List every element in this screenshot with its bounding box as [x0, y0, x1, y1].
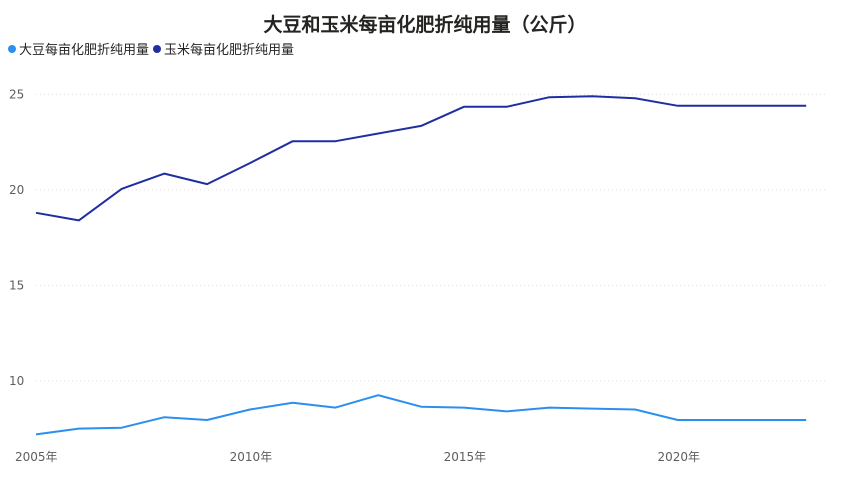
legend-label-corn: 玉米每亩化肥折纯用量 [164, 43, 295, 58]
x-tick-label: 2010年 [230, 450, 273, 464]
x-tick-label: 2015年 [444, 450, 487, 464]
series-line-soybean [35, 394, 807, 436]
y-tick-label: 10 [9, 374, 24, 388]
legend-label-soybean: 大豆每亩化肥折纯用量 [19, 43, 150, 58]
y-tick-label: 15 [9, 278, 24, 292]
x-tick-label: 2020年 [658, 450, 701, 464]
y-tick-label: 20 [9, 183, 24, 197]
x-tick-label: 2005年 [15, 450, 58, 464]
legend-marker-corn [153, 44, 162, 53]
chart-title: 大豆和玉米每亩化肥折纯用量（公斤） [263, 14, 587, 36]
legend-item-corn[interactable]: 玉米每亩化肥折纯用量 [153, 39, 294, 58]
legend-marker-soybean [8, 44, 16, 53]
y-tick-label: 25 [9, 87, 24, 101]
series-line-corn [35, 95, 807, 222]
legend: 大豆每亩化肥折纯用量 玉米每亩化肥折纯用量 [8, 39, 298, 58]
legend-item-soybean[interactable]: 大豆每亩化肥折纯用量 [8, 39, 149, 58]
